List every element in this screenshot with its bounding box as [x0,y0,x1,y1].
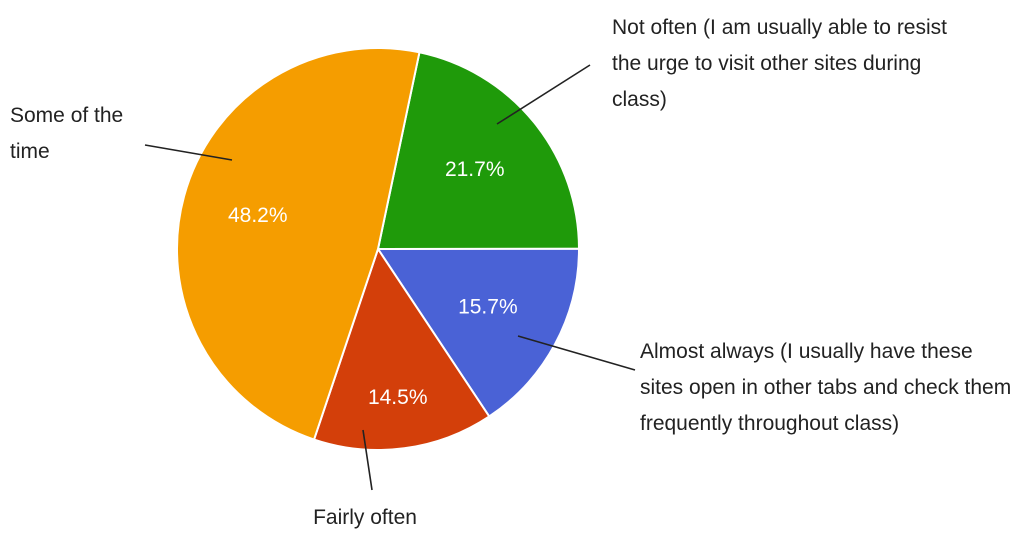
category-label: Some of the time [10,104,124,163]
category-label: Almost always (I usually have these site… [640,340,1012,435]
category-label: Fairly often [313,506,417,529]
pie-slice [376,51,581,251]
pie-slice [312,246,491,451]
pie-slice [376,247,581,418]
slice-label: 15.7% [458,295,518,318]
slice-label: 21.7% [445,158,505,181]
slice-label: 14.5% [368,386,428,409]
slice-label: 48.2% [228,204,288,227]
pie-slice [176,47,421,441]
category-label: Not often (I am usually able to resist t… [612,16,947,111]
leader-line [496,64,591,125]
leader-line [144,144,233,161]
leader-line [517,335,636,371]
leader-line [362,429,373,491]
